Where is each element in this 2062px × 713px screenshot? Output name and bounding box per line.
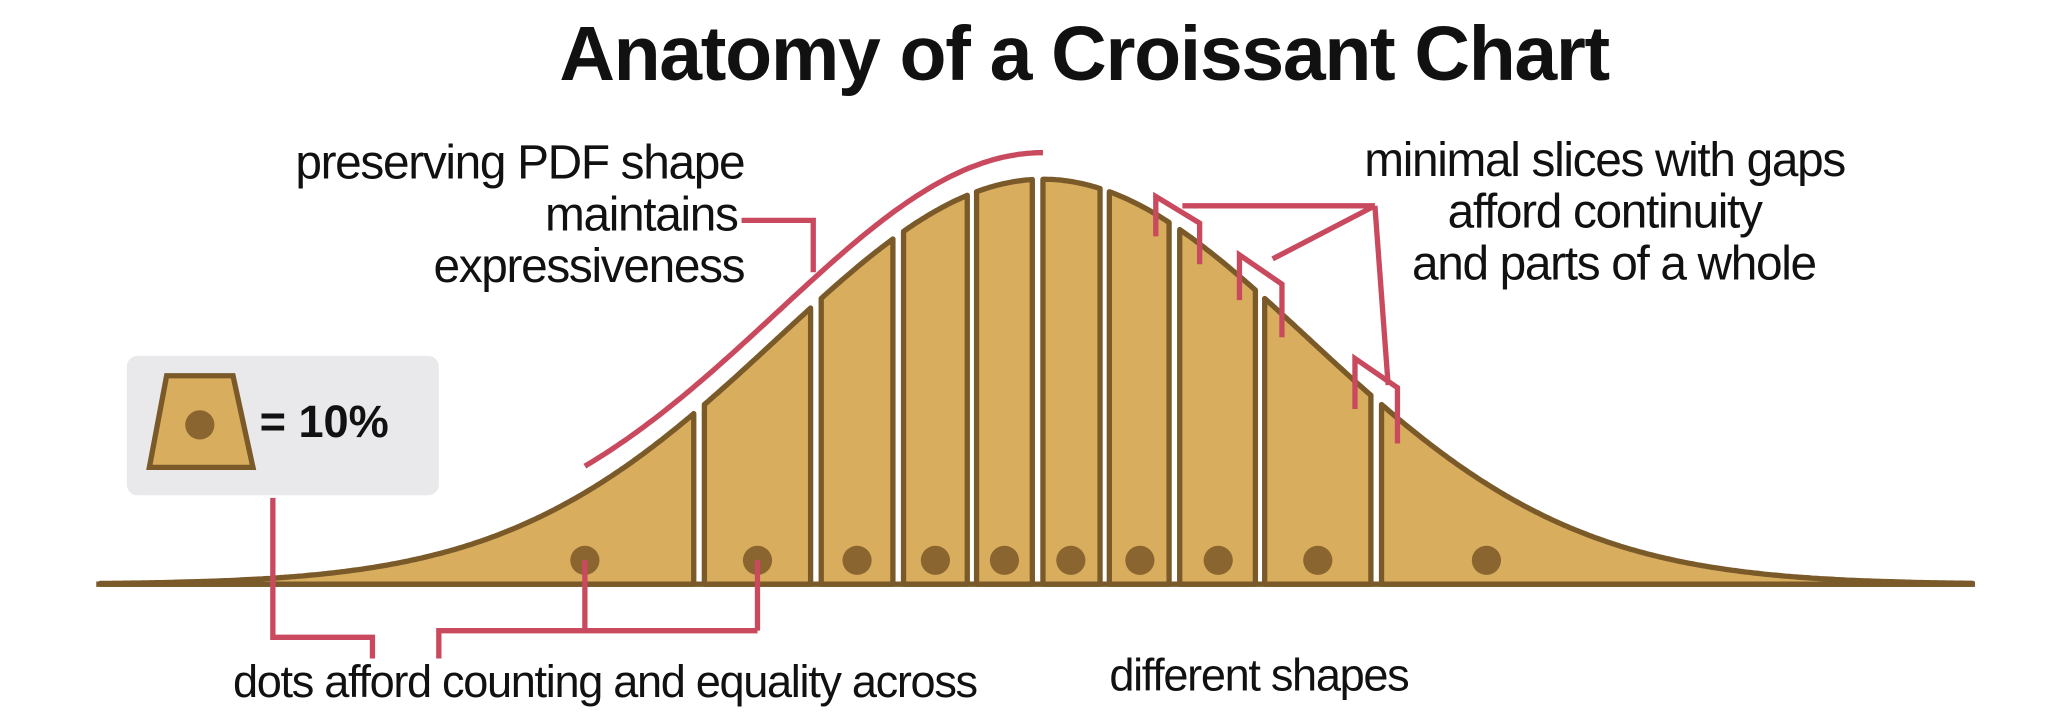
shape-arc: [583, 150, 1043, 469]
slice: [1177, 226, 1259, 587]
leader: [741, 217, 816, 273]
leader: [1271, 203, 1377, 262]
leader: [436, 628, 758, 659]
slices: [97, 176, 1976, 587]
slice: [701, 305, 814, 587]
annotation: afford continuity: [1448, 186, 1763, 239]
legend-dot: [185, 410, 215, 440]
slice: [1106, 189, 1172, 587]
slice: [1262, 295, 1374, 587]
slice-dot: [1125, 545, 1155, 575]
leader-lines: [270, 150, 1401, 659]
annotation: and parts of a whole: [1412, 238, 1816, 291]
slice-dot: [920, 545, 951, 575]
title: Anatomy of a Croissant Chart: [559, 11, 1609, 97]
legend-label: = 10%: [260, 396, 389, 447]
leader: [270, 497, 376, 659]
gap-mark: [1236, 249, 1285, 338]
slice-dot: [1303, 545, 1333, 575]
slice-dot: [1471, 545, 1502, 575]
annotation: expressiveness: [433, 240, 744, 293]
slice: [1378, 401, 1976, 587]
gap-mark: [1352, 353, 1401, 444]
annotation: dots afford counting and equality across: [233, 656, 977, 707]
slice-dot: [1203, 545, 1233, 575]
slice: [973, 176, 1035, 587]
annotation: maintains: [545, 188, 738, 241]
gap-mark: [1153, 191, 1203, 265]
annotation: preserving PDF shape: [295, 137, 744, 190]
slice: [900, 192, 970, 587]
slice: [1040, 176, 1103, 587]
annotation: different shapes: [1109, 649, 1408, 700]
slice-dot: [989, 545, 1020, 575]
leader: [1372, 205, 1391, 386]
annotation: minimal slices with gaps: [1364, 134, 1845, 187]
slice-dot: [1056, 545, 1086, 575]
slice-dot: [842, 545, 872, 575]
slice: [818, 236, 896, 587]
